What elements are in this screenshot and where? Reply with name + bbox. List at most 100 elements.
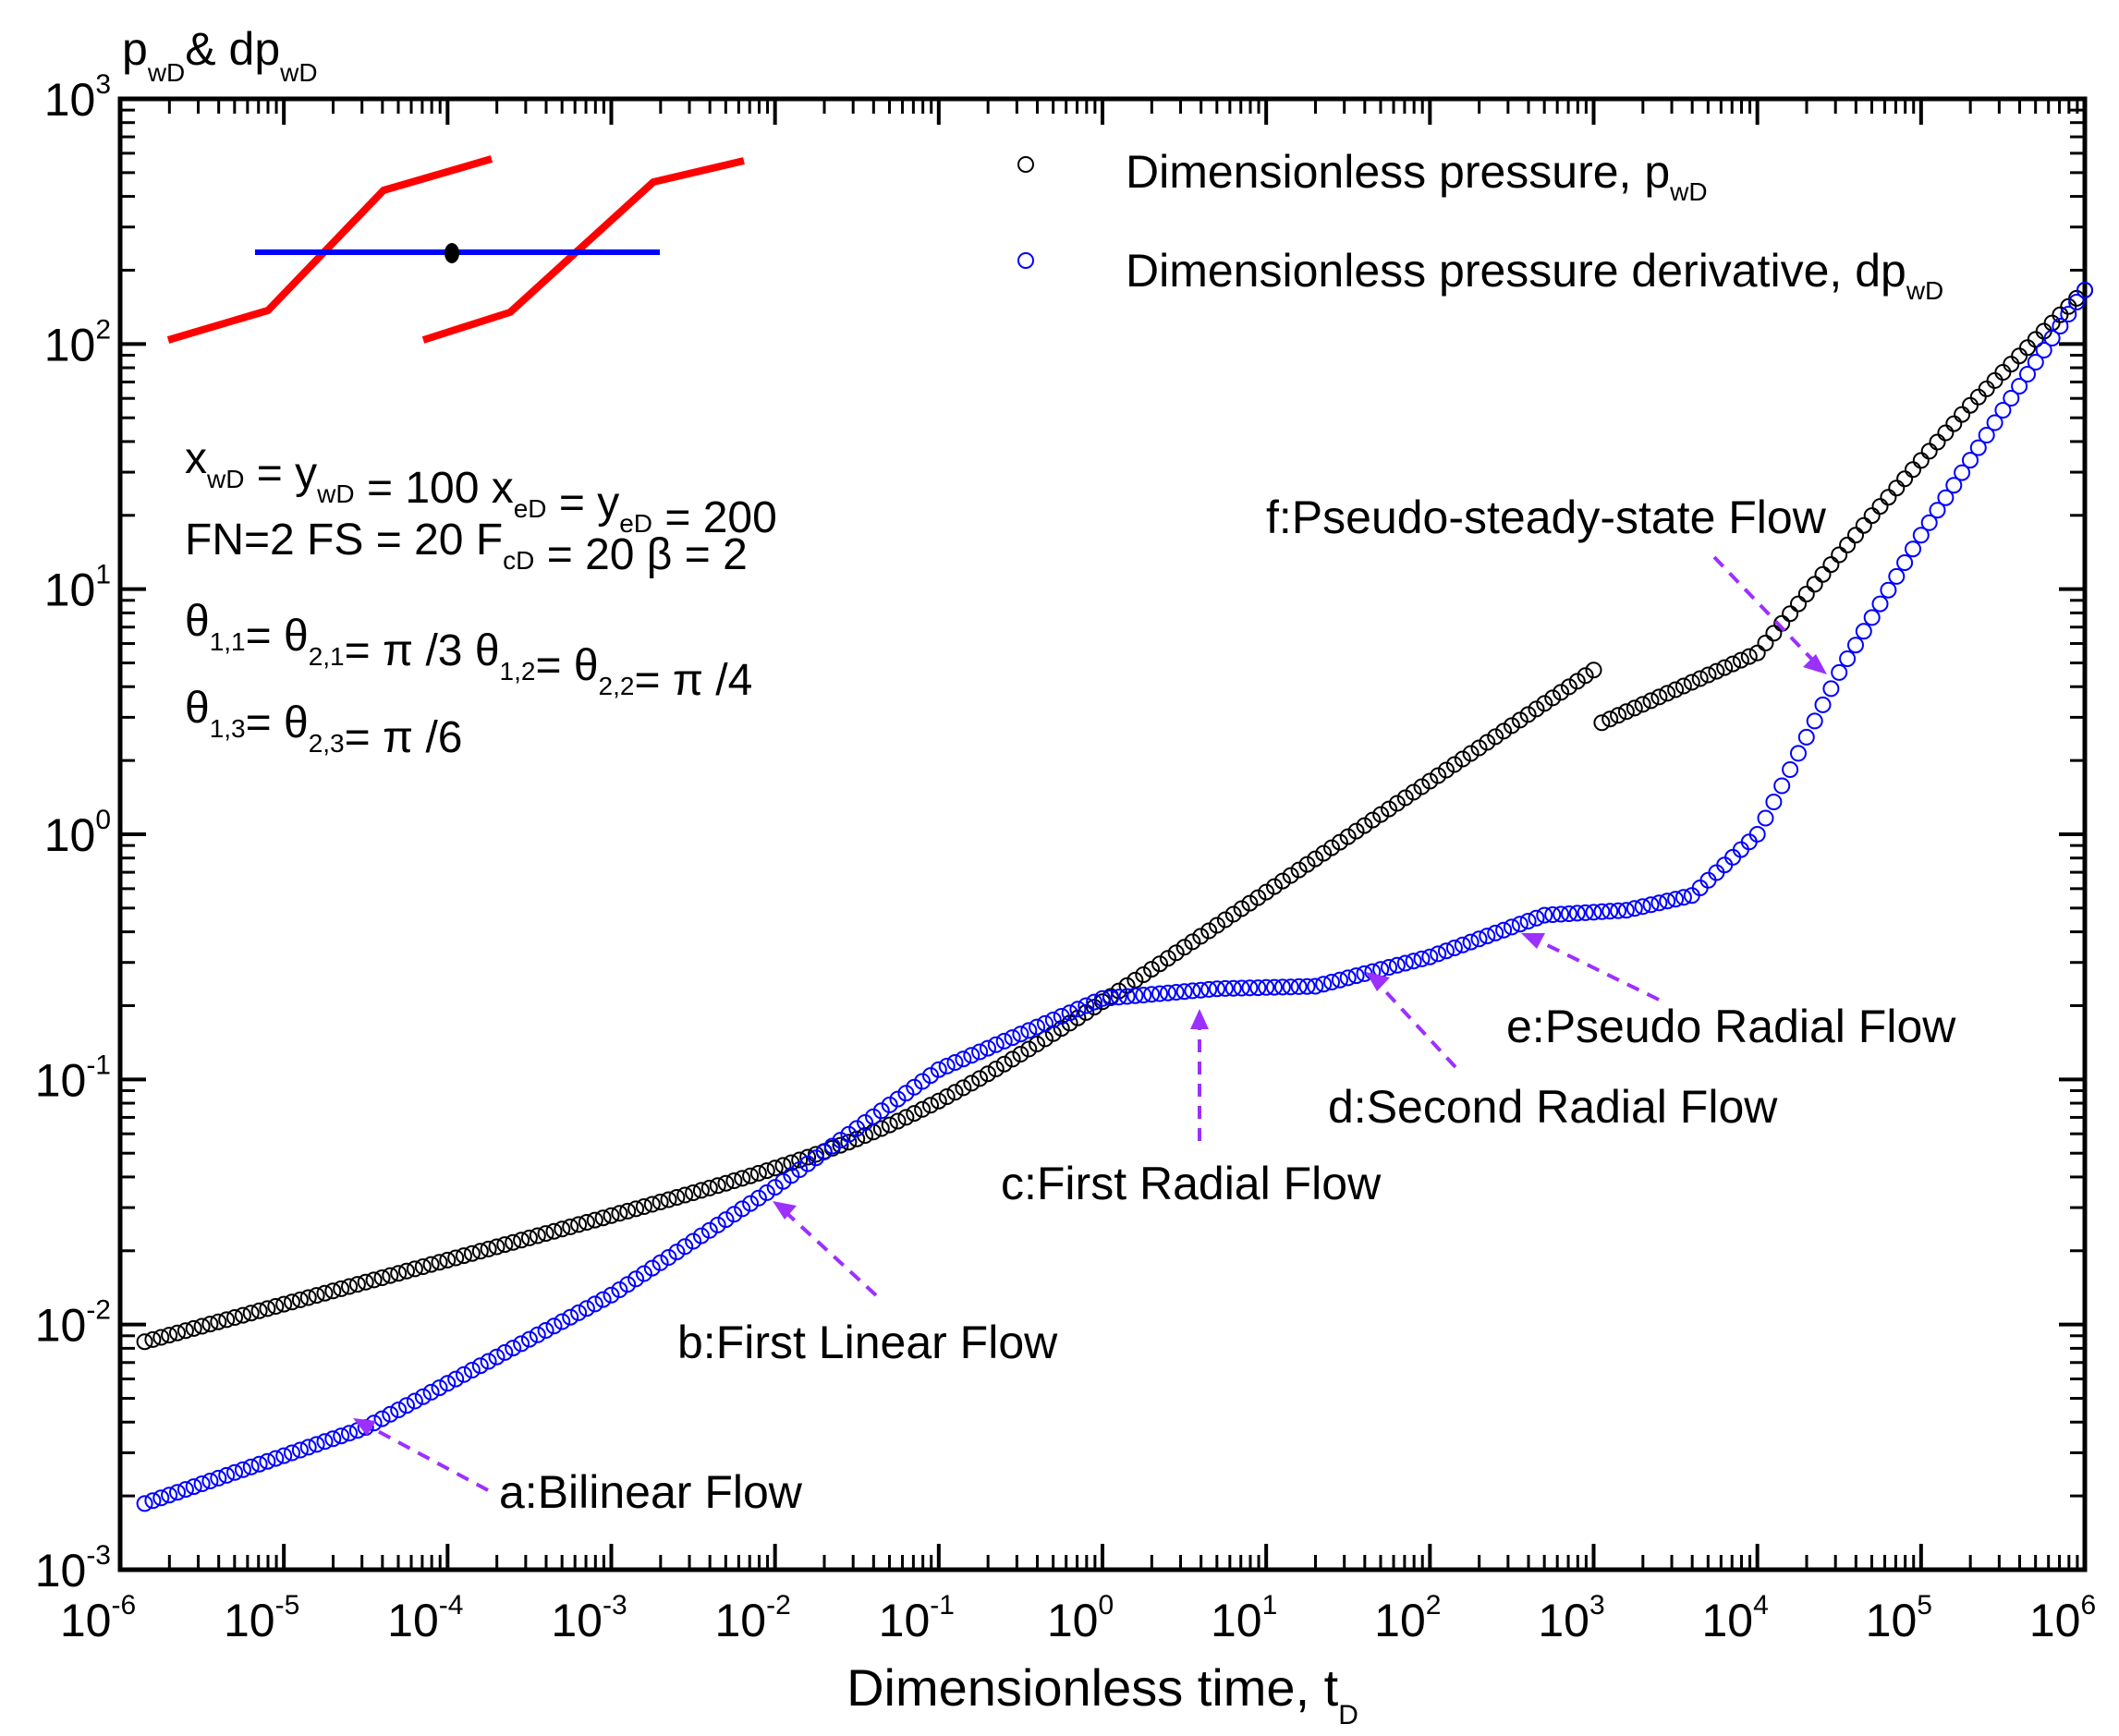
params-line-3: θ1,1= θ2,1= π /3 θ1,2= θ2,2= π /4 bbox=[185, 597, 752, 705]
parameter-text: xwD = ywD = 100 xeD = yeD = 200 FN=2 FS … bbox=[185, 434, 777, 762]
data-point bbox=[1151, 985, 1168, 1002]
param-text: = 200 bbox=[652, 493, 777, 542]
data-point bbox=[717, 1211, 735, 1229]
data-point bbox=[627, 1270, 645, 1288]
data-point bbox=[1347, 822, 1365, 840]
param-text: = θ bbox=[246, 698, 309, 747]
data-point bbox=[815, 1143, 833, 1160]
legend-label-pressure: Dimensionless pressure, pwD bbox=[1126, 146, 1708, 206]
data-point bbox=[1553, 684, 1570, 701]
data-point bbox=[439, 1375, 457, 1392]
data-point bbox=[1167, 944, 1185, 962]
data-point bbox=[1143, 986, 1161, 1003]
x-tick-label: 10-1 bbox=[879, 1590, 955, 1646]
data-point bbox=[1430, 945, 1447, 963]
data-point bbox=[193, 1317, 211, 1335]
data-point bbox=[668, 1189, 686, 1206]
well-schematic-inset bbox=[166, 155, 745, 344]
data-point bbox=[668, 1244, 686, 1261]
data-point bbox=[1323, 839, 1340, 856]
data-point bbox=[1078, 1003, 1095, 1021]
data-point bbox=[1650, 894, 1668, 912]
data-point bbox=[1421, 948, 1439, 965]
data-point bbox=[1175, 983, 1193, 1001]
data-point bbox=[275, 1295, 293, 1313]
y-axis-label: pwD& dpwD bbox=[122, 23, 318, 87]
data-point bbox=[603, 1207, 620, 1224]
axis-tick-labels: 10-6 10-5 10-4 10-3 10-2 10-1 100 101 102 103 104 1… bbox=[35, 69, 2096, 1646]
data-point bbox=[897, 1085, 915, 1102]
data-point bbox=[1806, 712, 1823, 730]
data-point bbox=[2043, 330, 2061, 346]
data-point bbox=[1847, 637, 1864, 654]
data-point bbox=[1888, 567, 1906, 585]
data-point bbox=[1209, 980, 1225, 998]
data-point bbox=[1209, 917, 1225, 934]
data-point bbox=[373, 1410, 391, 1427]
data-point bbox=[1765, 794, 1783, 810]
data-point bbox=[963, 1047, 980, 1064]
data-point bbox=[1381, 800, 1397, 818]
data-point bbox=[218, 1466, 236, 1484]
x-tick-label: 100 bbox=[1047, 1590, 1114, 1646]
data-point bbox=[1978, 427, 1995, 443]
data-point bbox=[570, 1216, 588, 1233]
x-tick-label: 10-3 bbox=[551, 1590, 627, 1646]
data-point bbox=[987, 1061, 1005, 1077]
data-point bbox=[1896, 470, 1914, 488]
data-point bbox=[660, 1191, 677, 1208]
data-point bbox=[1880, 489, 1897, 506]
data-point bbox=[1413, 950, 1431, 967]
data-point bbox=[1273, 978, 1291, 996]
data-point bbox=[357, 1273, 374, 1291]
param-text: x bbox=[185, 434, 207, 483]
data-point bbox=[513, 1335, 530, 1353]
data-point bbox=[1037, 1014, 1053, 1032]
data-point bbox=[1266, 978, 1283, 996]
data-point bbox=[1674, 677, 1692, 695]
data-point bbox=[1258, 978, 1275, 996]
param-sub: cD bbox=[503, 546, 534, 575]
data-point bbox=[1159, 950, 1176, 967]
data-point bbox=[749, 1164, 767, 1182]
data-point bbox=[520, 1229, 538, 1246]
annotation-label-d: d:Second Radial Flow bbox=[1328, 1081, 1778, 1133]
data-point bbox=[505, 1233, 522, 1251]
data-point bbox=[488, 1238, 505, 1256]
data-point bbox=[234, 1306, 251, 1324]
data-point bbox=[210, 1469, 227, 1487]
data-point bbox=[1118, 988, 1136, 1005]
param-text: = 20 β = 2 bbox=[534, 530, 747, 579]
data-point bbox=[1822, 680, 1840, 698]
data-point bbox=[1315, 976, 1333, 993]
data-point bbox=[242, 1458, 260, 1475]
data-point bbox=[1159, 984, 1176, 1002]
legend-label-pressure-text: Dimensionless pressure, p bbox=[1126, 146, 1670, 198]
data-point bbox=[1667, 681, 1685, 698]
data-point bbox=[1748, 644, 1766, 662]
data-point bbox=[1593, 903, 1611, 920]
data-point bbox=[980, 1065, 996, 1083]
data-point bbox=[1568, 904, 1586, 922]
data-point bbox=[1896, 554, 1914, 571]
x-tick-label: 10-6 bbox=[60, 1590, 136, 1646]
series-pressure bbox=[136, 282, 2093, 1351]
data-point bbox=[1920, 443, 1938, 460]
data-point bbox=[1331, 833, 1348, 851]
data-point bbox=[1020, 1040, 1038, 1058]
data-point bbox=[725, 1206, 743, 1223]
data-point bbox=[1012, 1046, 1029, 1062]
data-point bbox=[136, 1333, 153, 1351]
x-tick-label: 101 bbox=[1211, 1590, 1277, 1646]
data-point bbox=[2011, 378, 2028, 395]
data-point bbox=[1978, 380, 1995, 397]
data-point bbox=[161, 1487, 178, 1504]
data-point bbox=[1839, 536, 1857, 553]
data-point bbox=[1151, 955, 1168, 973]
data-point bbox=[1667, 891, 1685, 908]
series-derivative bbox=[136, 282, 2093, 1512]
annotation-arrow-e bbox=[1533, 937, 1660, 1002]
data-point bbox=[946, 1084, 964, 1101]
data-point bbox=[1372, 806, 1390, 823]
data-point bbox=[1593, 714, 1611, 732]
